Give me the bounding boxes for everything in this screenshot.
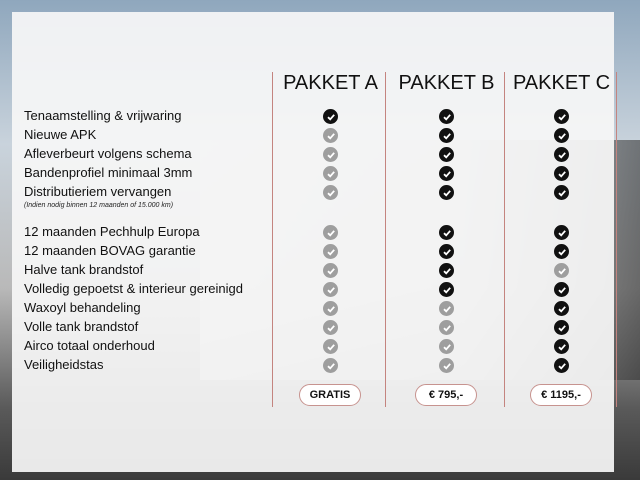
column-divider bbox=[272, 72, 273, 407]
column-divider bbox=[616, 72, 617, 407]
check-included-icon bbox=[439, 185, 454, 200]
check-included-icon bbox=[554, 339, 569, 354]
check-included-icon bbox=[554, 128, 569, 143]
check-included-icon bbox=[554, 244, 569, 259]
check-included-icon bbox=[439, 109, 454, 124]
check-excluded-icon bbox=[439, 358, 454, 373]
check-included-icon bbox=[554, 185, 569, 200]
check-excluded-icon bbox=[323, 263, 338, 278]
feature-label: Tenaamstelling & vrijwaring bbox=[24, 108, 182, 123]
price-button[interactable]: € 1195,- bbox=[530, 384, 592, 406]
feature-label: Distributieriem vervangen bbox=[24, 184, 172, 199]
feature-label: Halve tank brandstof bbox=[24, 262, 144, 277]
check-excluded-icon bbox=[439, 339, 454, 354]
check-included-icon bbox=[439, 128, 454, 143]
check-included-icon bbox=[554, 282, 569, 297]
check-excluded-icon bbox=[323, 244, 338, 259]
check-excluded-icon bbox=[323, 358, 338, 373]
package-header: PAKKET A bbox=[283, 72, 378, 94]
check-included-icon bbox=[439, 263, 454, 278]
check-excluded-icon bbox=[439, 301, 454, 316]
feature-label: Nieuwe APK bbox=[24, 127, 97, 142]
column-divider bbox=[504, 72, 505, 407]
feature-label: Afleverbeurt volgens schema bbox=[24, 146, 192, 161]
check-included-icon bbox=[554, 109, 569, 124]
footnote: (Indien nodig binnen 12 maanden of 15.00… bbox=[24, 202, 174, 209]
check-excluded-icon bbox=[323, 339, 338, 354]
check-included-icon bbox=[554, 320, 569, 335]
check-excluded-icon bbox=[323, 301, 338, 316]
check-included-icon bbox=[439, 147, 454, 162]
check-excluded-icon bbox=[323, 147, 338, 162]
check-excluded-icon bbox=[323, 320, 338, 335]
feature-label: Airco totaal onderhoud bbox=[24, 338, 155, 353]
check-excluded-icon bbox=[554, 263, 569, 278]
feature-label: Volle tank brandstof bbox=[24, 319, 139, 334]
check-included-icon bbox=[554, 358, 569, 373]
check-included-icon bbox=[554, 301, 569, 316]
check-excluded-icon bbox=[323, 185, 338, 200]
check-included-icon bbox=[439, 282, 454, 297]
feature-label: Waxoyl behandeling bbox=[24, 300, 141, 315]
package-header: PAKKET C bbox=[512, 72, 611, 94]
check-included-icon bbox=[323, 109, 338, 124]
feature-label: Bandenprofiel minimaal 3mm bbox=[24, 165, 193, 180]
check-included-icon bbox=[439, 244, 454, 259]
check-included-icon bbox=[439, 225, 454, 240]
check-excluded-icon bbox=[323, 225, 338, 240]
feature-label: Volledig gepoetst & interieur gereinigd bbox=[24, 281, 243, 296]
column-divider bbox=[385, 72, 386, 407]
check-included-icon bbox=[554, 166, 569, 181]
check-included-icon bbox=[554, 225, 569, 240]
check-excluded-icon bbox=[439, 320, 454, 335]
feature-label: 12 maanden BOVAG garantie bbox=[24, 243, 196, 258]
price-button[interactable]: GRATIS bbox=[299, 384, 361, 406]
package-header: PAKKET B bbox=[398, 72, 495, 94]
check-included-icon bbox=[554, 147, 569, 162]
feature-label: 12 maanden Pechhulp Europa bbox=[24, 224, 200, 239]
check-excluded-icon bbox=[323, 282, 338, 297]
feature-label: Veiligheidstas bbox=[24, 357, 104, 372]
check-excluded-icon bbox=[323, 128, 338, 143]
check-included-icon bbox=[439, 166, 454, 181]
check-excluded-icon bbox=[323, 166, 338, 181]
price-button[interactable]: € 795,- bbox=[415, 384, 477, 406]
